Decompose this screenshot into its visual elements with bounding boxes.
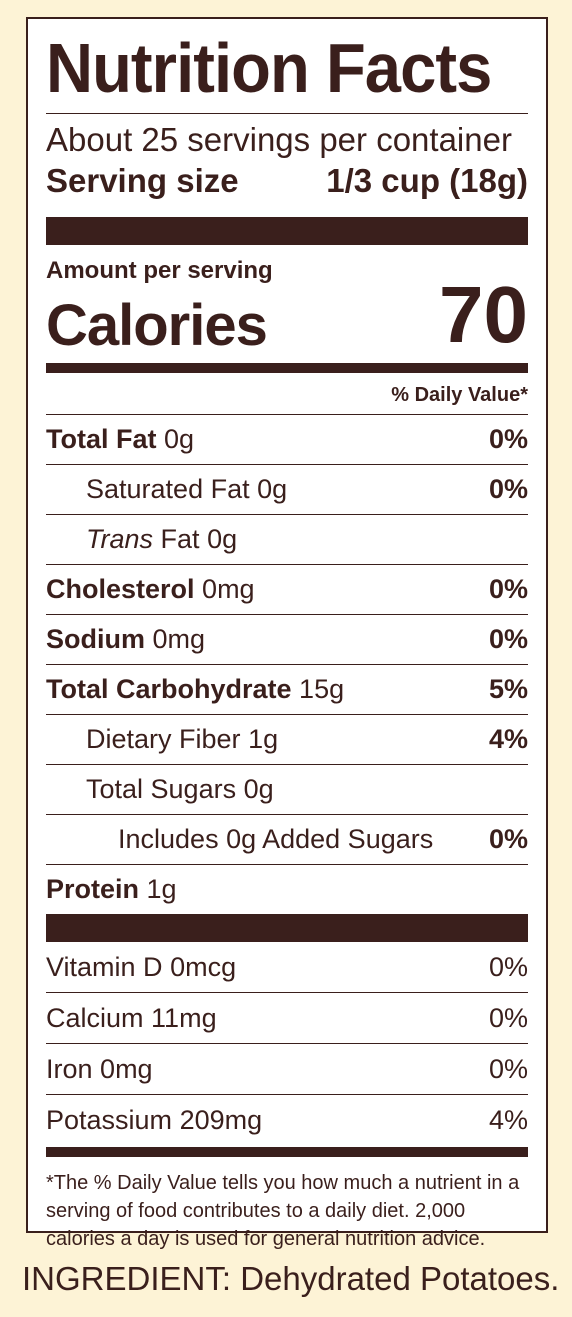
nutrient-dv: 0% xyxy=(488,824,528,854)
serving-size-row: Serving size 1/3 cup (18g) xyxy=(46,164,528,197)
vitamin-dv: 0% xyxy=(488,1053,528,1084)
medium-divider xyxy=(46,363,528,373)
nutrient-row-total-fat: Total Fat 0g 0% xyxy=(46,415,528,465)
nutrient-row-cholesterol: Cholesterol 0mg 0% xyxy=(46,565,528,615)
nutrient-name: Saturated Fat xyxy=(86,474,250,504)
nutrient-name: Fat xyxy=(160,524,200,554)
calories-label: Calories xyxy=(46,293,268,358)
nutrient-amount: 0g xyxy=(164,424,195,454)
nutrient-name-italic: Trans xyxy=(86,524,154,554)
nutrient-row-total-carbohydrate: Total Carbohydrate 15g 5% xyxy=(46,665,528,715)
nutrient-name: Total Sugars xyxy=(86,774,237,804)
serving-size-label: Serving size xyxy=(46,162,239,199)
nutrient-name: Includes 0g Added Sugars xyxy=(118,824,434,854)
vitamin-amount: 11mg xyxy=(151,1002,217,1033)
vitamin-row-calcium: Calcium 11mg 0% xyxy=(46,993,528,1044)
nutrition-facts-title: Nutrition Facts xyxy=(46,29,492,107)
vitamin-amount: 0mcg xyxy=(170,951,237,982)
nutrient-amount: 0mg xyxy=(152,624,206,654)
servings-per-container: About 25 servings per container xyxy=(46,121,512,158)
nutrient-row-added-sugars: Includes 0g Added Sugars 0% xyxy=(46,815,528,865)
vitamin-name: Calcium xyxy=(46,1002,144,1033)
vitamin-row-potassium: Potassium 209mg 4% xyxy=(46,1095,528,1145)
nutrient-name: Protein xyxy=(46,874,140,904)
vitamin-name: Potassium xyxy=(46,1104,173,1135)
nutrient-row-trans-fat: Trans Fat 0g xyxy=(46,515,528,565)
calories-row: Calories 70 xyxy=(46,275,528,355)
vitamin-row-vitamin-d: Vitamin D 0mcg 0% xyxy=(46,942,528,993)
nutrient-amount: 1g xyxy=(146,874,177,904)
nutrient-dv: 0% xyxy=(488,624,528,654)
nutrient-name: Sodium xyxy=(46,624,145,654)
vitamin-amount: 209mg xyxy=(179,1104,263,1135)
nutrient-dv: 5% xyxy=(488,674,528,704)
nutrient-amount: 0g xyxy=(207,524,238,554)
thick-divider xyxy=(46,914,528,942)
nutrient-row-sodium: Sodium 0mg 0% xyxy=(46,615,528,665)
nutrient-amount: 1g xyxy=(248,724,279,754)
medium-divider xyxy=(46,1147,528,1157)
nutrient-name: Dietary Fiber xyxy=(86,724,241,754)
nutrient-amount: 0g xyxy=(257,474,288,504)
amount-per-serving: Amount per serving xyxy=(46,257,273,284)
vitamin-row-iron: Iron 0mg 0% xyxy=(46,1044,528,1095)
vitamin-name: Iron xyxy=(46,1053,93,1084)
thick-divider xyxy=(46,217,528,245)
nutrient-amount: 0g xyxy=(243,774,274,804)
nutrient-amount: 0mg xyxy=(202,574,255,604)
nutrient-dv: 0% xyxy=(488,574,528,604)
vitamin-dv: 0% xyxy=(488,951,528,982)
vitamin-name: Vitamin D xyxy=(46,951,163,982)
calories-value: 70 xyxy=(439,270,528,359)
nutrient-dv: 0% xyxy=(488,424,528,454)
nutrient-row-saturated-fat: Saturated Fat 0g 0% xyxy=(46,465,528,515)
nutrient-row-total-sugars: Total Sugars 0g xyxy=(46,765,528,815)
nutrition-facts-panel: Nutrition Facts About 25 servings per co… xyxy=(26,17,548,1250)
daily-value-header: % Daily Value* xyxy=(46,373,528,415)
divider xyxy=(46,113,528,114)
vitamin-dv: 0% xyxy=(488,1002,528,1033)
nutrient-dv: 0% xyxy=(488,474,528,504)
nutrient-amount: 15g xyxy=(299,674,345,704)
nutrient-row-protein: Protein 1g xyxy=(46,865,528,914)
nutrient-name: Total Fat xyxy=(46,424,157,454)
nutrient-dv: 4% xyxy=(488,724,528,754)
nutrient-name: Cholesterol xyxy=(46,574,195,604)
nutrient-name: Total Carbohydrate xyxy=(46,674,292,704)
vitamin-dv: 4% xyxy=(488,1104,528,1135)
nutrient-row-dietary-fiber: Dietary Fiber 1g 4% xyxy=(46,715,528,765)
daily-value-footnote: *The % Daily Value tells you how much a … xyxy=(46,1172,520,1250)
vitamin-amount: 0mg xyxy=(100,1053,153,1084)
serving-size-value: 1/3 cup (18g) xyxy=(326,162,528,199)
ingredients-statement: INGREDIENT: Dehydrated Potatoes. xyxy=(22,1260,560,1297)
